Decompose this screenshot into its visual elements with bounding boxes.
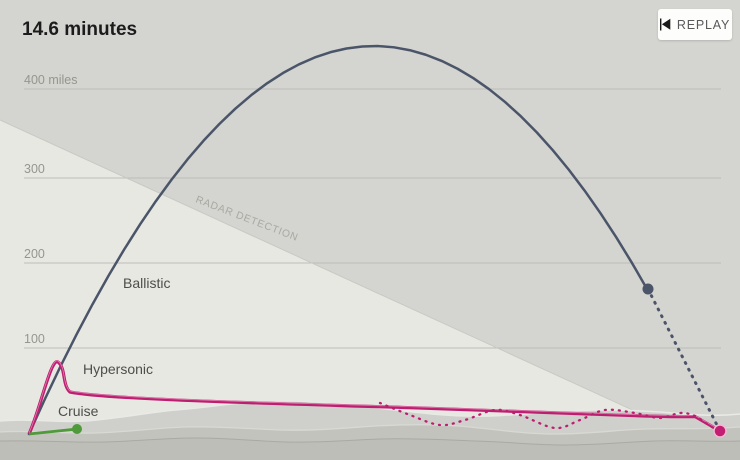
svg-text:Ballistic: Ballistic xyxy=(123,275,170,291)
svg-text:100: 100 xyxy=(24,332,45,346)
svg-text:300: 300 xyxy=(24,162,45,176)
svg-text:400 miles: 400 miles xyxy=(24,73,78,87)
svg-text:Cruise: Cruise xyxy=(58,403,99,419)
svg-text:14.6 minutes: 14.6 minutes xyxy=(22,19,137,40)
svg-text:Hypersonic: Hypersonic xyxy=(83,361,153,377)
svg-text:200: 200 xyxy=(24,247,45,261)
